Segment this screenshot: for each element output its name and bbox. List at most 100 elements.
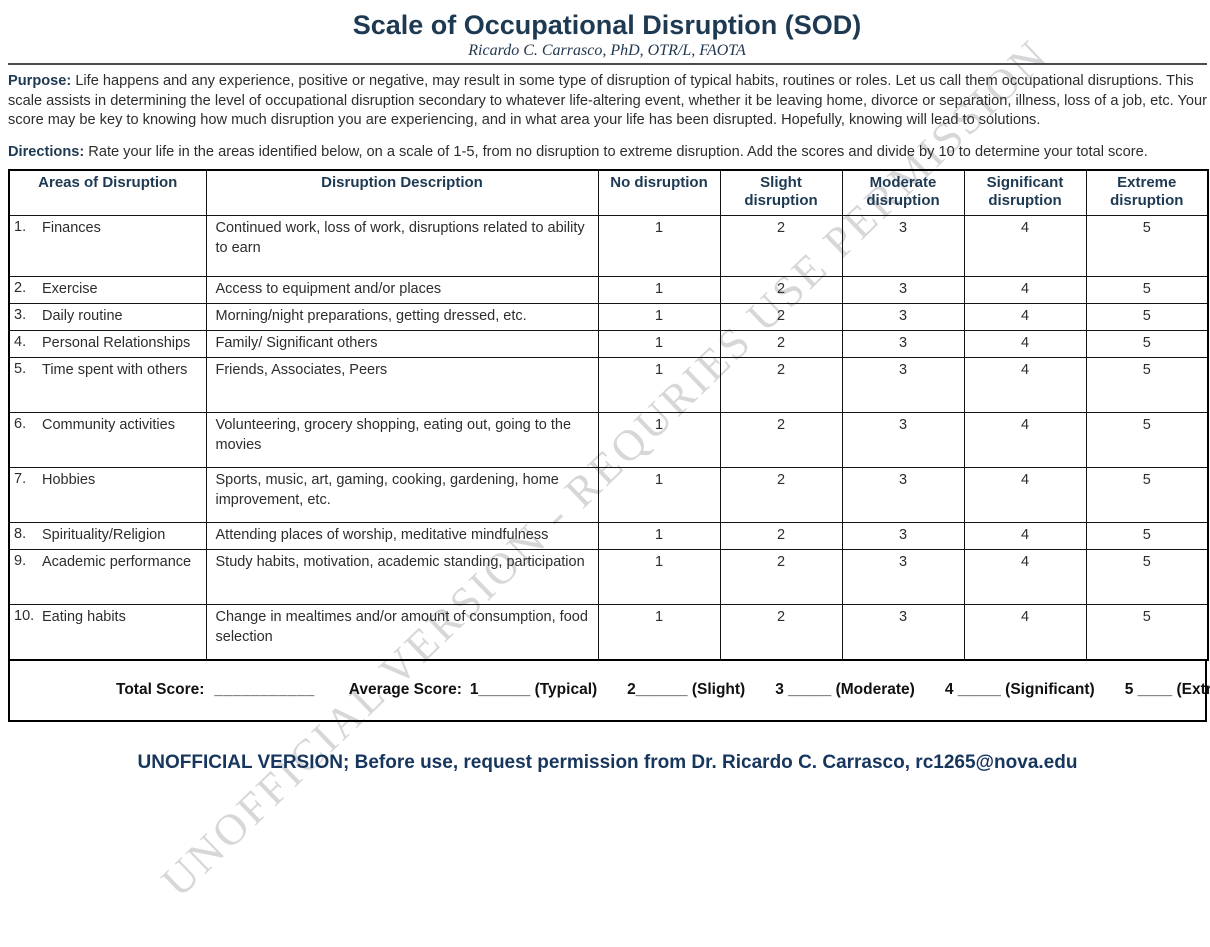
total-score-box: Total Score: ___________ Average Score: … <box>8 660 1210 722</box>
score-cell: 3 <box>841 522 965 550</box>
score-cell: 3 <box>841 215 965 277</box>
table-row: 2. Exercise Access to equipment and/or pl… <box>8 276 1209 304</box>
purpose-text: Life happens and any experience, positiv… <box>8 73 1207 128</box>
score-cell: 5 <box>1085 276 1209 304</box>
row-number: 9. <box>14 553 27 569</box>
score-cell: 5 <box>1085 549 1209 605</box>
footer-text: UNOFFICIAL VERSION; Before use, request … <box>137 751 916 773</box>
anchor-extreme: 5 ____ (Extreme) <box>1124 681 1210 698</box>
footer-notice: UNOFFICIAL VERSION; Before use, request … <box>8 752 1207 774</box>
col-header-slight-disruption: Slight disruption <box>719 169 843 216</box>
score-cell: 5 <box>1085 412 1209 468</box>
score-cell: 3 <box>841 330 965 358</box>
score-cell: 4 <box>963 549 1087 605</box>
score-cell: 4 <box>963 467 1087 523</box>
score-cell: 4 <box>963 412 1087 468</box>
anchor-moderate: 3 _____ (Moderate) <box>775 681 915 698</box>
col-header-extreme-disruption: Extreme disruption <box>1085 169 1209 216</box>
table-header-row: Areas of Disruption Disruption Descripti… <box>8 169 1209 216</box>
table-row: 10. Eating habits Change in mealtimes and… <box>8 604 1209 660</box>
area-name: Daily routine <box>42 308 123 324</box>
disruption-description: Friends, Associates, Peers <box>205 357 599 413</box>
table-row: 4. Personal Relationships Family/ Signifi… <box>8 330 1209 358</box>
score-cell: 3 <box>841 412 965 468</box>
disruption-description: Change in mealtimes and/or amount of con… <box>205 604 599 660</box>
score-cell: 1 <box>597 522 721 550</box>
area-name: Community activities <box>42 417 175 433</box>
row-number: 1. <box>14 219 27 235</box>
score-cell: 2 <box>719 549 843 605</box>
score-cell: 1 <box>597 303 721 331</box>
score-cell: 4 <box>963 604 1087 660</box>
contact-email: rc1265@nova.edu <box>915 751 1078 773</box>
score-cell: 2 <box>719 522 843 550</box>
score-cell: 2 <box>719 357 843 413</box>
score-cell: 1 <box>597 357 721 413</box>
area-name: Academic performance <box>42 554 192 570</box>
score-cell: 1 <box>597 276 721 304</box>
disruption-description: Volunteering, grocery shopping, eating o… <box>205 412 599 468</box>
score-cell: 5 <box>1085 522 1209 550</box>
score-cell: 1 <box>597 467 721 523</box>
table-row: 7. Hobbies Sports, music, art, gaming, co… <box>8 467 1209 523</box>
score-cell: 1 <box>597 604 721 660</box>
page-title: Scale of Occupational Disruption (SOD) <box>352 10 862 40</box>
row-number: 2. <box>14 280 27 296</box>
anchor-typical: 1______ (Typical) <box>469 681 598 698</box>
score-cell: 5 <box>1085 467 1209 523</box>
table-row: 3. Daily routine Morning/night preparatio… <box>8 303 1209 331</box>
area-name: Eating habits <box>42 609 126 625</box>
anchor-slight: 2______ (Slight) <box>627 681 746 698</box>
disruption-description: Attending places of worship, meditative … <box>205 522 599 550</box>
col-header-description: Disruption Description <box>205 169 599 216</box>
score-cell: 2 <box>719 215 843 277</box>
divider <box>8 63 1207 65</box>
col-header-moderate-disruption: Moderate disruption <box>841 169 965 216</box>
score-cell: 3 <box>841 276 965 304</box>
score-cell: 3 <box>841 357 965 413</box>
table-row: 1. Finances Continued work, loss of work,… <box>8 215 1209 277</box>
score-cell: 2 <box>719 604 843 660</box>
score-cell: 5 <box>1085 303 1209 331</box>
score-cell: 4 <box>963 357 1087 413</box>
directions-label: Directions: <box>8 143 85 160</box>
purpose-paragraph: Purpose: Life happens and any experience… <box>8 72 1207 131</box>
disruption-description: Continued work, loss of work, disruption… <box>205 215 599 277</box>
author-line: Ricardo C. Carrasco, PhD, OTR/L, FAOTA <box>468 42 746 59</box>
score-cell: 4 <box>963 522 1087 550</box>
score-cell: 3 <box>841 604 965 660</box>
area-name: Hobbies <box>42 472 96 488</box>
area-name: Finances <box>42 220 101 236</box>
score-cell: 4 <box>963 330 1087 358</box>
score-cell: 2 <box>719 330 843 358</box>
score-cell: 3 <box>841 303 965 331</box>
table-row: 9. Academic performance Study habits, mot… <box>8 549 1209 605</box>
row-number: 4. <box>14 334 27 350</box>
disruption-description: Family/ Significant others <box>205 330 599 358</box>
average-score-label: Average Score: <box>348 681 462 698</box>
score-cell: 1 <box>597 412 721 468</box>
purpose-label: Purpose: <box>8 73 72 89</box>
disruption-description: Study habits, motivation, academic stand… <box>205 549 599 605</box>
area-name: Personal Relationships <box>42 335 191 351</box>
row-number: 7. <box>14 471 27 487</box>
score-cell: 1 <box>597 330 721 358</box>
area-name: Exercise <box>42 281 98 297</box>
table-row: 5. Time spent with others Friends, Associ… <box>8 357 1209 413</box>
disruption-description: Access to equipment and/or places <box>205 276 599 304</box>
total-score-label: Total Score: <box>116 681 205 698</box>
score-cell: 2 <box>719 303 843 331</box>
disruption-table: Areas of Disruption Disruption Descripti… <box>8 169 1209 661</box>
row-number: 10. <box>14 608 35 624</box>
score-cell: 2 <box>719 276 843 304</box>
score-cell: 2 <box>719 467 843 523</box>
score-cell: 2 <box>719 412 843 468</box>
score-cell: 5 <box>1085 215 1209 277</box>
col-header-no-disruption: No disruption <box>597 169 721 216</box>
row-number: 8. <box>14 526 27 542</box>
row-number: 6. <box>14 416 27 432</box>
disruption-description: Morning/night preparations, getting dres… <box>205 303 599 331</box>
disruption-description: Sports, music, art, gaming, cooking, gar… <box>205 467 599 523</box>
score-cell: 4 <box>963 303 1087 331</box>
directions-text: Rate your life in the areas identified b… <box>88 143 1148 160</box>
